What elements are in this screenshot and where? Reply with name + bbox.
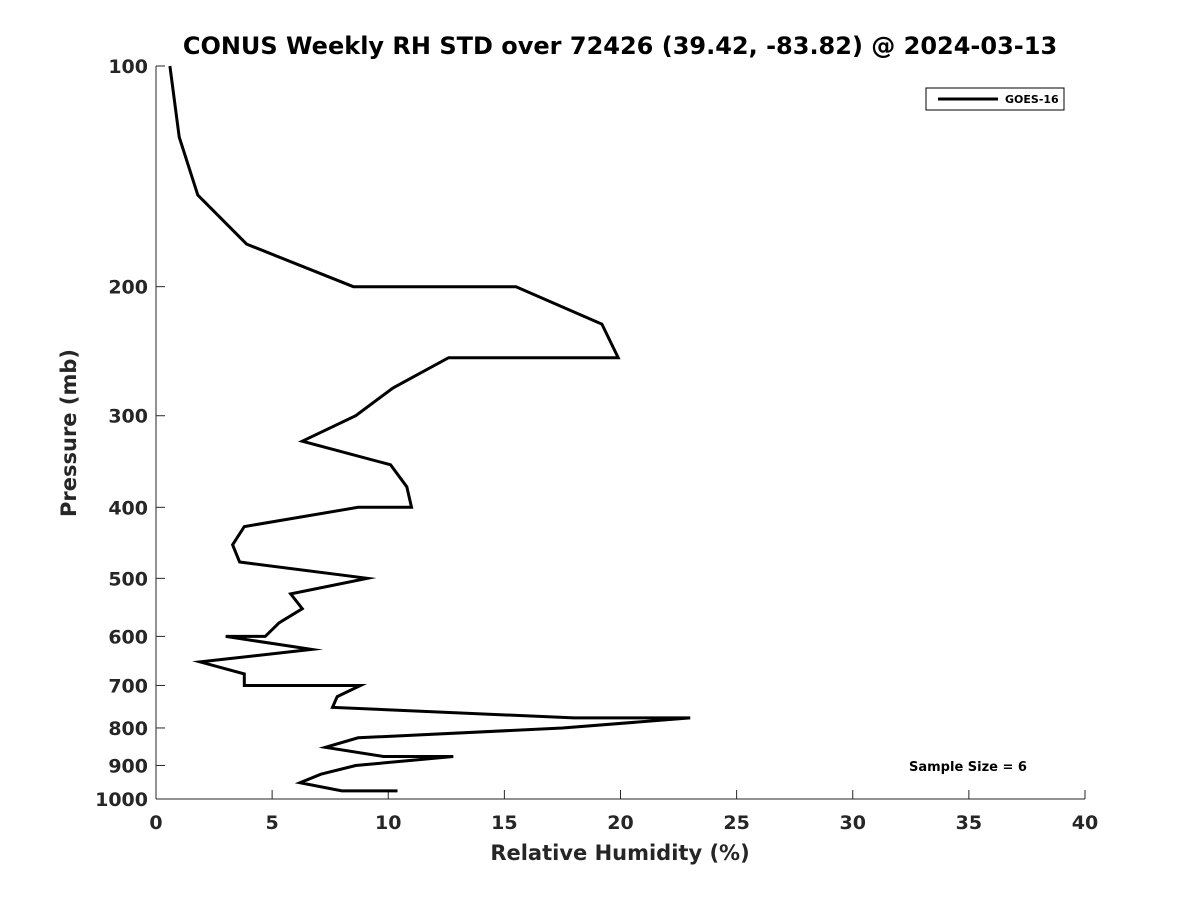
- x-tick-label: 40: [1072, 812, 1098, 834]
- y-tick-label: 300: [108, 406, 148, 428]
- x-tick-label: 15: [491, 812, 517, 834]
- x-tick-label: 5: [266, 812, 279, 834]
- y-tick-label: 700: [108, 675, 148, 697]
- y-tick-label: 1000: [95, 789, 148, 811]
- x-tick-label: 0: [149, 812, 162, 834]
- legend-label-goes-16: GOES-16: [1005, 93, 1059, 106]
- x-axis-label: Relative Humidity (%): [490, 841, 749, 865]
- y-tick-label: 200: [108, 277, 148, 299]
- y-tick-label: 600: [108, 626, 148, 648]
- x-tick-label: 25: [723, 812, 749, 834]
- y-tick-label: 400: [108, 497, 148, 519]
- x-tick-label: 30: [840, 812, 866, 834]
- legend: GOES-16: [925, 87, 1065, 111]
- x-tick-label: 20: [607, 812, 633, 834]
- series-layer: [168, 65, 691, 793]
- y-tick-label: 100: [108, 56, 148, 78]
- x-tick-label: 35: [956, 812, 982, 834]
- y-tick-label: 900: [108, 755, 148, 777]
- series-line-goes-16: [168, 65, 691, 793]
- y-tick-label: 500: [108, 568, 148, 590]
- chart-title: CONUS Weekly RH STD over 72426 (39.42, -…: [183, 32, 1057, 60]
- y-tick-label: 800: [108, 718, 148, 740]
- plot-axes: 0 5 10 15 20 25 30 35 40 100 200 300 400 500 600 700 800…: [95, 56, 1098, 834]
- sample-size-annotation: Sample Size = 6: [909, 760, 1027, 775]
- x-tick-label: 10: [375, 812, 401, 834]
- y-axis-label: Pressure (mb): [57, 349, 81, 517]
